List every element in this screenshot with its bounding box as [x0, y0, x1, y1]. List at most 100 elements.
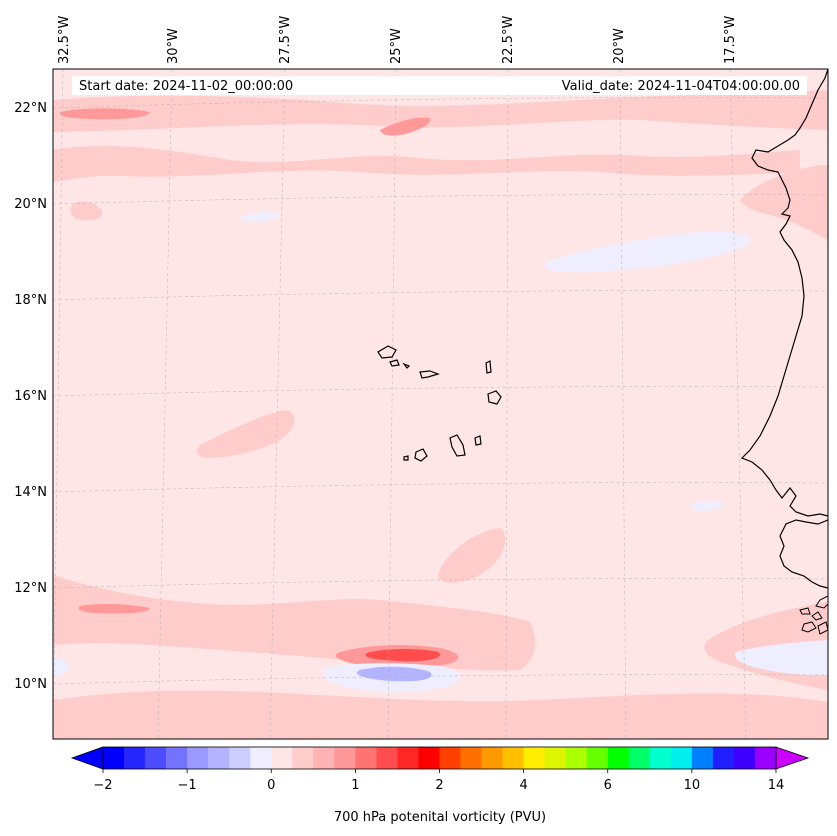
colorbar-cell — [607, 747, 630, 769]
lon-label: 27.5°W — [278, 16, 293, 64]
lat-label: 22°N — [14, 101, 47, 116]
pv-strip-northwest — [59, 108, 150, 120]
lon-label: 20°W — [612, 28, 627, 64]
colorbar: −2 −1 0 1 2 4 6 10 14 700 hPa potenital vorticit… — [70, 746, 810, 825]
gridlines — [53, 69, 828, 739]
colorbar-cells — [103, 747, 777, 769]
colorbar-cell — [187, 747, 209, 769]
colorbar-cell — [460, 747, 482, 769]
pv-blue-east — [545, 231, 750, 273]
island-santo-antao — [377, 345, 397, 359]
colorbar-cell — [565, 747, 588, 769]
colorbar-extend-high — [775, 746, 810, 770]
lon-label: 30°W — [166, 28, 181, 64]
island-boa-vista — [487, 390, 502, 405]
pv-patch-coast — [740, 165, 828, 240]
pv-strip-south-west — [78, 603, 150, 614]
pv-patch-northwest — [70, 201, 103, 221]
colorbar-cell — [208, 747, 230, 769]
colorbar-extend-low — [70, 746, 104, 770]
colorbar-cell — [418, 747, 440, 769]
colorbar-tick-label: −1 — [178, 778, 197, 793]
colorbar-cell — [502, 747, 524, 769]
pv-band-north — [53, 90, 828, 132]
lat-label: 12°N — [14, 581, 47, 596]
colorbar-cell — [712, 747, 735, 769]
header-box — [72, 76, 807, 95]
island-sao-nicolau — [419, 370, 440, 379]
lat-label: 14°N — [14, 485, 47, 500]
island-santiago — [449, 434, 466, 457]
colorbar-cell — [628, 747, 651, 769]
pv-max-inner — [365, 649, 440, 662]
island-fogo — [414, 448, 428, 462]
lat-label: 18°N — [14, 293, 47, 308]
colorbar-cell — [439, 747, 461, 769]
colorbar-cell — [376, 747, 398, 769]
colorbar-cell — [229, 747, 251, 769]
colorbar-ticks: −2 −1 0 1 2 4 6 10 14 — [93, 769, 784, 793]
pv-patch-east — [437, 528, 506, 583]
colorbar-cell — [313, 747, 335, 769]
lat-label: 10°N — [14, 677, 47, 692]
coastline-africa-south — [779, 519, 828, 589]
lat-label: 16°N — [14, 389, 47, 404]
pv-strip-north — [380, 117, 431, 136]
pv-band-bottom — [53, 690, 828, 739]
island-brava — [403, 455, 409, 461]
colorbar-cell — [355, 747, 377, 769]
colorbar-cell — [250, 747, 272, 769]
colorbar-cell — [691, 747, 714, 769]
colorbar-tick-label: −2 — [93, 778, 112, 793]
colorbar-tick-label: 6 — [604, 778, 612, 793]
lon-label: 22.5°W — [501, 16, 516, 64]
colorbar-tick-label: 2 — [435, 778, 443, 793]
colorbar-cell — [544, 747, 566, 769]
colorbar-cell — [145, 747, 167, 769]
colorbar-tick-label: 4 — [519, 778, 527, 793]
pv-blue-southeast — [734, 640, 828, 676]
islands — [377, 345, 502, 462]
lon-labels: 32.5°W 30°W 27.5°W 25°W 22.5°W 20°W 17.5… — [57, 16, 738, 64]
colorbar-cell — [103, 747, 125, 769]
colorbar-cell — [670, 747, 693, 769]
colorbar-cell — [733, 747, 756, 769]
lat-label: 20°N — [14, 197, 47, 212]
island-santa-luzia — [402, 362, 411, 369]
colorbar-cell — [271, 747, 293, 769]
lon-label: 25°W — [389, 28, 404, 64]
map-panel — [53, 69, 828, 739]
valid-date-label: Valid_date: 2024-11-04T04:00:00.00 — [562, 79, 800, 94]
pv-blue-east-2 — [690, 501, 725, 511]
coastline-africa — [740, 69, 828, 517]
island-sal — [485, 360, 492, 374]
lon-label: 32.5°W — [57, 16, 72, 64]
pv-min-inner — [356, 666, 432, 682]
island-sao-vicente — [389, 359, 400, 367]
colorbar-cell — [124, 747, 146, 769]
lat-labels: 22°N 20°N 18°N 16°N 14°N 12°N 10°N — [14, 101, 47, 692]
colorbar-tick-label: 1 — [351, 778, 359, 793]
colorbar-tick-label: 0 — [267, 778, 275, 793]
colorbar-cell — [649, 747, 672, 769]
colorbar-tick-label: 10 — [684, 778, 701, 793]
colorbar-tick-label: 14 — [768, 778, 785, 793]
pv-blue-north — [240, 211, 282, 222]
pv-patch-center — [196, 410, 295, 458]
colorbar-cell — [397, 747, 419, 769]
colorbar-label: 700 hPa potenital vorticity (PVU) — [334, 810, 546, 825]
colorbar-cell — [292, 747, 314, 769]
pv-blue-southwest — [53, 657, 70, 676]
island-maio — [474, 435, 482, 446]
colorbar-cell — [754, 747, 777, 769]
colorbar-cell — [481, 747, 503, 769]
colorbar-cell — [586, 747, 609, 769]
coastline-bissagos — [799, 595, 828, 635]
lon-label: 17.5°W — [723, 16, 738, 64]
colorbar-cell — [166, 747, 188, 769]
colorbar-cell — [523, 747, 545, 769]
start-date-label: Start date: 2024-11-02_00:00:00 — [79, 79, 293, 94]
map-frame — [52, 68, 829, 740]
colorbar-cell — [334, 747, 356, 769]
